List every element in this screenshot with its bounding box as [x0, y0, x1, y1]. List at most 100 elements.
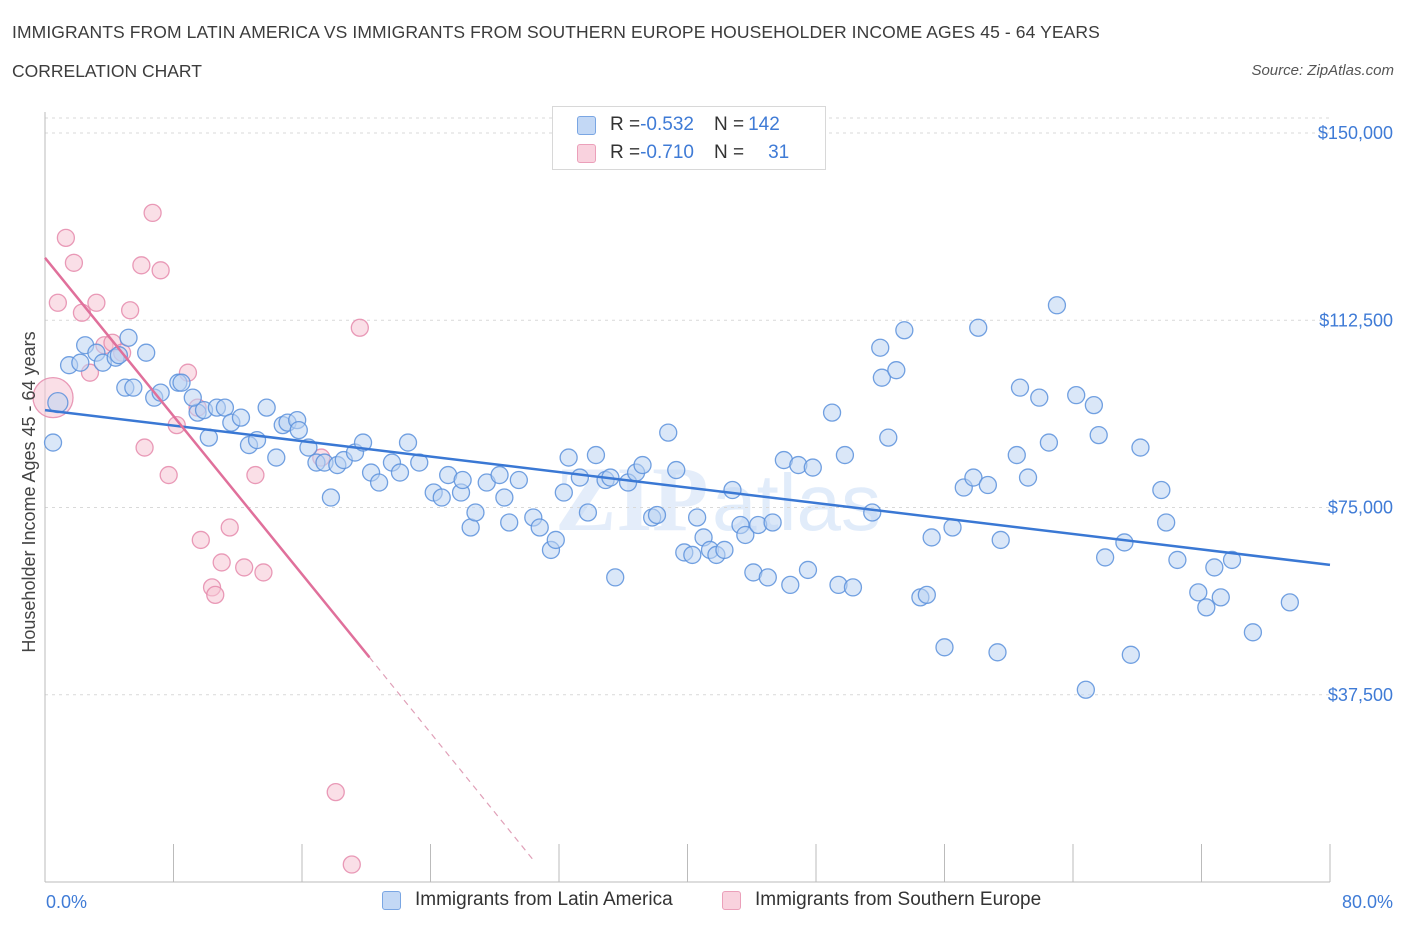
point-latin-america — [1018, 468, 1038, 487]
chart-subtitle: CORRELATION CHART — [12, 61, 202, 81]
point-latin-america — [257, 398, 276, 417]
point-latin-america — [495, 488, 514, 507]
point-latin-america — [509, 470, 528, 490]
point-latin-america — [943, 518, 962, 537]
point-latin-america — [917, 585, 936, 605]
point-latin-america — [1243, 623, 1263, 642]
point-latin-america — [922, 528, 941, 547]
legend-swatch-blue — [382, 890, 401, 910]
point-latin-america — [863, 503, 882, 522]
point-latin-america — [647, 505, 667, 525]
point-latin-america — [172, 373, 191, 392]
point-latin-america — [872, 368, 892, 387]
legend-r-value: -0.532 — [640, 114, 694, 135]
point-southern-europe — [191, 530, 210, 550]
point-latin-america — [1211, 588, 1230, 607]
point-latin-america — [1197, 598, 1216, 617]
point-southern-europe — [56, 228, 76, 248]
point-latin-america — [1168, 550, 1187, 570]
point-southern-europe — [326, 782, 345, 802]
point-latin-america — [803, 458, 822, 477]
legend-r-label: R = — [610, 142, 641, 163]
point-latin-america — [879, 428, 898, 447]
point-southern-europe — [120, 301, 140, 320]
legend-label: Immigrants from Southern Europe — [755, 889, 1042, 910]
point-latin-america — [398, 433, 418, 452]
point-latin-america — [559, 448, 578, 467]
legend-label: Immigrants from Latin America — [415, 889, 673, 910]
point-southern-europe — [206, 585, 225, 605]
series-latin-america — [43, 296, 1299, 699]
point-latin-america — [988, 643, 1007, 662]
series-legend: Immigrants from Latin America Immigrants… — [0, 889, 1406, 915]
legend-r-label: R = — [610, 114, 641, 135]
point-latin-america — [1084, 395, 1104, 415]
point-latin-america — [1067, 385, 1086, 405]
point-southern-europe — [212, 553, 231, 572]
axis-labels: $150,000 $112,500 $75,000 $37,500 0.0% 80.0% H… — [19, 123, 1393, 912]
legend-swatch-pink — [722, 890, 741, 910]
legend-item-latin-america[interactable]: Immigrants from Latin America — [382, 889, 673, 911]
point-latin-america — [887, 361, 906, 380]
point-latin-america — [763, 513, 782, 532]
point-latin-america — [137, 343, 156, 362]
point-southern-europe — [132, 256, 151, 275]
point-latin-america — [1205, 558, 1224, 577]
point-latin-america — [843, 578, 863, 597]
point-latin-america — [578, 503, 598, 522]
point-latin-america — [1089, 425, 1108, 445]
point-latin-america — [871, 338, 890, 357]
point-latin-america — [835, 445, 855, 465]
point-latin-america — [231, 408, 251, 427]
point-latin-america — [554, 483, 573, 502]
point-latin-america — [1095, 548, 1115, 567]
point-latin-america — [822, 403, 842, 422]
legend-n-value: 31 — [768, 142, 790, 163]
point-latin-america — [1039, 433, 1059, 452]
point-latin-america — [43, 433, 63, 452]
point-latin-america — [1010, 378, 1030, 397]
point-latin-america — [490, 465, 509, 485]
point-latin-america — [289, 420, 308, 440]
x-tick-label: 0.0% — [46, 892, 87, 912]
series-southern-europe — [32, 203, 369, 874]
x-tick-label: 80.0% — [1342, 892, 1393, 912]
legend-r-value: -0.710 — [640, 142, 694, 163]
point-southern-europe — [87, 293, 106, 312]
point-latin-america — [1047, 296, 1067, 315]
watermark-logo: ZIP atlas — [555, 448, 881, 550]
point-latin-america — [466, 503, 485, 522]
svg-text:ZIP: ZIP — [555, 448, 708, 550]
point-latin-america — [1121, 645, 1140, 664]
point-latin-america — [586, 445, 606, 465]
point-latin-america — [1131, 438, 1150, 457]
legend-item-southern-europe[interactable]: Immigrants from Southern Europe — [722, 889, 1041, 911]
legend-n-label: N = — [713, 114, 745, 135]
point-latin-america — [390, 463, 410, 482]
point-southern-europe — [135, 438, 154, 457]
point-latin-america — [453, 470, 472, 490]
axes — [44, 112, 1331, 883]
point-latin-america — [1076, 680, 1095, 699]
legend-n-value: 142 — [748, 114, 780, 135]
point-latin-america — [1280, 593, 1299, 612]
point-latin-america — [1030, 388, 1049, 407]
point-latin-america — [798, 560, 818, 580]
point-southern-europe — [143, 203, 162, 223]
point-latin-america — [659, 423, 678, 442]
point-latin-america — [71, 353, 90, 372]
y-axis-label: Householder Income Ages 45 - 64 years — [19, 331, 39, 652]
point-latin-america — [606, 568, 625, 587]
point-latin-america — [1007, 445, 1026, 465]
point-latin-america — [183, 388, 202, 407]
point-latin-america — [267, 448, 286, 467]
point-southern-europe — [342, 855, 361, 874]
source-note: Source: ZipAtlas.com — [1251, 62, 1394, 79]
point-latin-america — [109, 346, 129, 365]
point-latin-america — [683, 545, 702, 565]
y-tick-label: $150,000 — [1318, 123, 1393, 143]
point-latin-america — [687, 508, 707, 527]
y-tick-label: $112,500 — [1319, 310, 1393, 330]
point-latin-america — [723, 480, 742, 500]
point-latin-america — [369, 473, 389, 492]
